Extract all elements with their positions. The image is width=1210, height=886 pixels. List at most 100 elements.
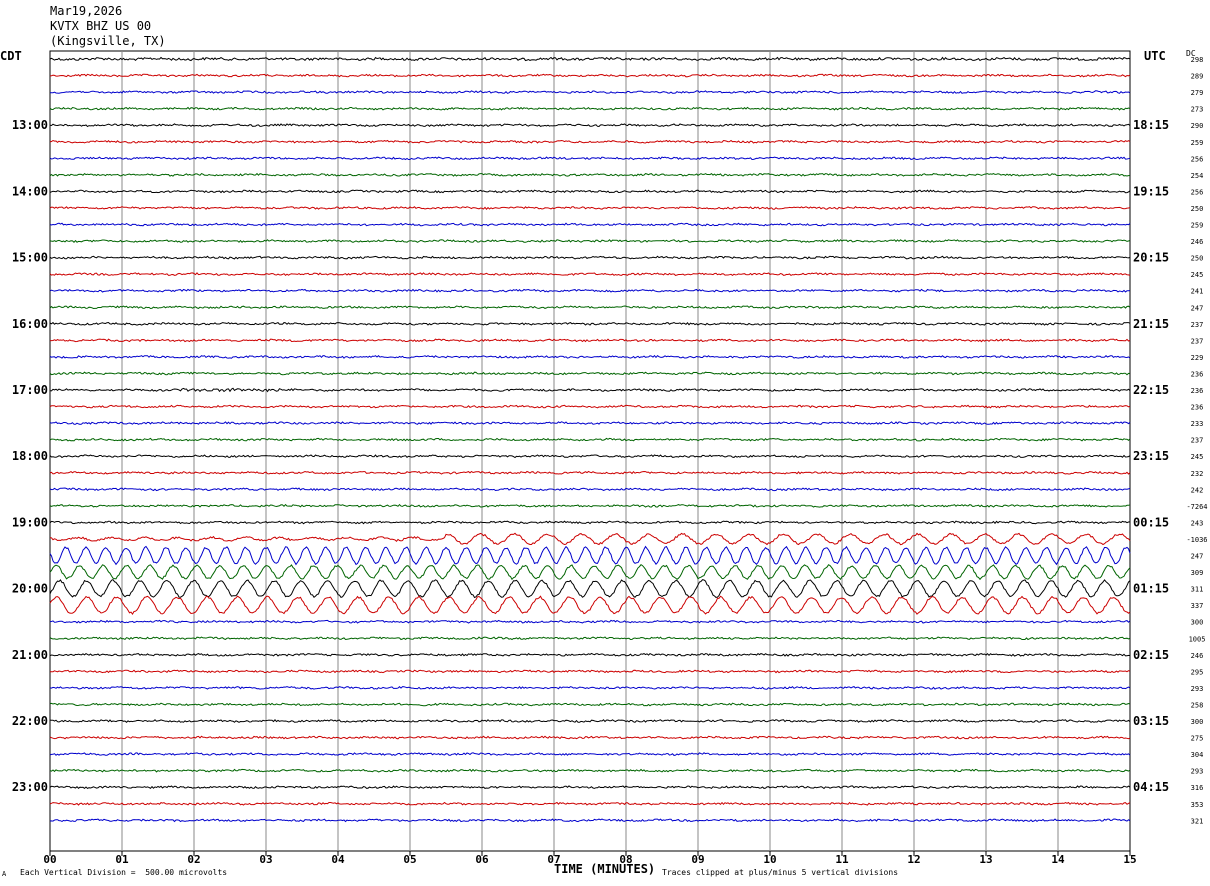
- dc-offset-label: 309: [1191, 569, 1204, 577]
- dc-offset-label: 245: [1191, 453, 1204, 461]
- dc-offset-label: 246: [1191, 238, 1204, 246]
- right-hour-label: 02:15: [1133, 648, 1169, 662]
- dc-column-label: DC: [1186, 49, 1196, 58]
- x-tick-label: 03: [259, 853, 272, 866]
- right-timezone-label: UTC: [1144, 49, 1166, 63]
- dc-offset-label: 247: [1191, 553, 1204, 561]
- trace-line-18: [49, 354, 1131, 359]
- plot-frame: [49, 50, 1131, 852]
- dc-offset-label: 250: [1191, 205, 1204, 213]
- left-hour-label: 15:00: [12, 251, 48, 265]
- x-tick-label: 12: [907, 853, 920, 866]
- clip-note: Traces clipped at plus/minus 5 vertical …: [662, 868, 899, 877]
- dc-offset-label: 311: [1191, 586, 1204, 594]
- trace-line-7: [49, 172, 1131, 177]
- trace-group: [49, 56, 1131, 823]
- dc-offset-label: 321: [1191, 817, 1204, 825]
- trace-line-3: [49, 106, 1131, 111]
- trace-line-1: [49, 73, 1131, 78]
- dc-offset-label: -7264: [1186, 503, 1207, 511]
- axis-labels: 00 01 02 03 04 05 06 07 08 09 10 11 12 13 14 15 298 289 27…: [12, 56, 1208, 866]
- trace-line-20: [49, 387, 1131, 393]
- dc-offset-label: 243: [1191, 519, 1204, 527]
- dc-offset-label: 300: [1191, 718, 1204, 726]
- dc-offset-label: 353: [1191, 801, 1204, 809]
- trace-line-30: [49, 545, 1131, 566]
- right-hour-label: 18:15: [1133, 118, 1169, 132]
- trace-line-25: [49, 470, 1131, 475]
- trace-line-29: [49, 532, 1131, 546]
- x-tick-label: 05: [403, 853, 416, 866]
- trace-line-32: [49, 578, 1131, 599]
- trace-line-42: [49, 752, 1131, 756]
- x-tick-label: 08: [619, 853, 632, 866]
- x-tick-label: 02: [187, 853, 200, 866]
- left-hour-label: 14:00: [12, 184, 48, 198]
- left-hour-label: 17:00: [12, 383, 48, 397]
- dc-offset-label: 236: [1191, 404, 1204, 412]
- trace-line-12: [49, 255, 1131, 260]
- dc-offset-label: 247: [1191, 304, 1204, 312]
- left-hour-label: 20:00: [12, 582, 48, 596]
- trace-line-9: [49, 206, 1131, 210]
- left-hour-label: 13:00: [12, 118, 48, 132]
- trace-line-21: [49, 404, 1131, 409]
- trace-line-0: [49, 56, 1131, 62]
- dc-offset-label: 316: [1191, 784, 1204, 792]
- x-tick-label: 10: [763, 853, 776, 866]
- trace-line-16: [49, 321, 1131, 326]
- right-hour-label: 04:15: [1133, 780, 1169, 794]
- dc-offset-label: 237: [1191, 437, 1204, 445]
- station-label: KVTX BHZ US 00: [50, 19, 152, 33]
- trace-line-40: [49, 719, 1131, 723]
- dc-offset-label: 233: [1191, 420, 1204, 428]
- dc-offset-label: 256: [1191, 188, 1204, 196]
- trace-line-14: [49, 288, 1131, 293]
- trace-line-37: [50, 669, 1131, 674]
- dc-offset-label: 250: [1191, 255, 1204, 263]
- trace-line-41: [49, 735, 1131, 740]
- x-axis-title: TIME (MINUTES): [554, 862, 656, 876]
- dc-offset-label: 259: [1191, 222, 1204, 230]
- dc-offset-label: 275: [1191, 735, 1204, 743]
- dc-offset-label: 236: [1191, 387, 1204, 395]
- trace-line-38: [49, 685, 1131, 690]
- dc-offset-label: 273: [1191, 106, 1204, 114]
- right-hour-label: 19:15: [1133, 184, 1169, 198]
- dc-offset-label: 259: [1191, 139, 1204, 147]
- location-label: (Kingsville, TX): [50, 34, 166, 48]
- dc-offset-label: 245: [1191, 271, 1204, 279]
- trace-line-35: [49, 636, 1131, 641]
- x-tick-label: 09: [691, 853, 704, 866]
- dc-offset-label: 236: [1191, 370, 1204, 378]
- dc-offset-label: 295: [1191, 668, 1204, 676]
- dc-offset-label: 232: [1191, 470, 1204, 478]
- trace-line-24: [49, 454, 1131, 459]
- left-hour-label: 18:00: [12, 449, 48, 463]
- left-hour-label: 22:00: [12, 714, 48, 728]
- right-hour-label: 00:15: [1133, 515, 1169, 529]
- x-tick-label: 06: [475, 853, 489, 866]
- dc-offset-label: 258: [1191, 701, 1204, 709]
- dc-offset-label: 300: [1191, 619, 1204, 627]
- corner-mark: A: [2, 870, 7, 878]
- trace-line-11: [49, 239, 1131, 244]
- trace-line-10: [49, 222, 1131, 227]
- dc-offset-label: 237: [1191, 321, 1204, 329]
- trace-line-28: [49, 520, 1131, 525]
- dc-offset-label: 290: [1191, 122, 1204, 130]
- trace-line-26: [49, 487, 1131, 492]
- trace-line-13: [49, 272, 1131, 277]
- left-timezone-label: CDT: [0, 49, 22, 63]
- trace-line-23: [49, 437, 1131, 442]
- trace-line-33: [49, 595, 1131, 616]
- dc-offset-label: 246: [1191, 652, 1204, 660]
- trace-line-36: [49, 652, 1131, 657]
- x-tick-label: 04: [331, 853, 345, 866]
- dc-offset-label: 304: [1191, 751, 1204, 759]
- x-tick-label: 13: [979, 853, 992, 866]
- dc-offset-label: 241: [1191, 288, 1204, 296]
- right-hour-label: 03:15: [1133, 714, 1169, 728]
- date-label: Mar19,2026: [50, 4, 123, 18]
